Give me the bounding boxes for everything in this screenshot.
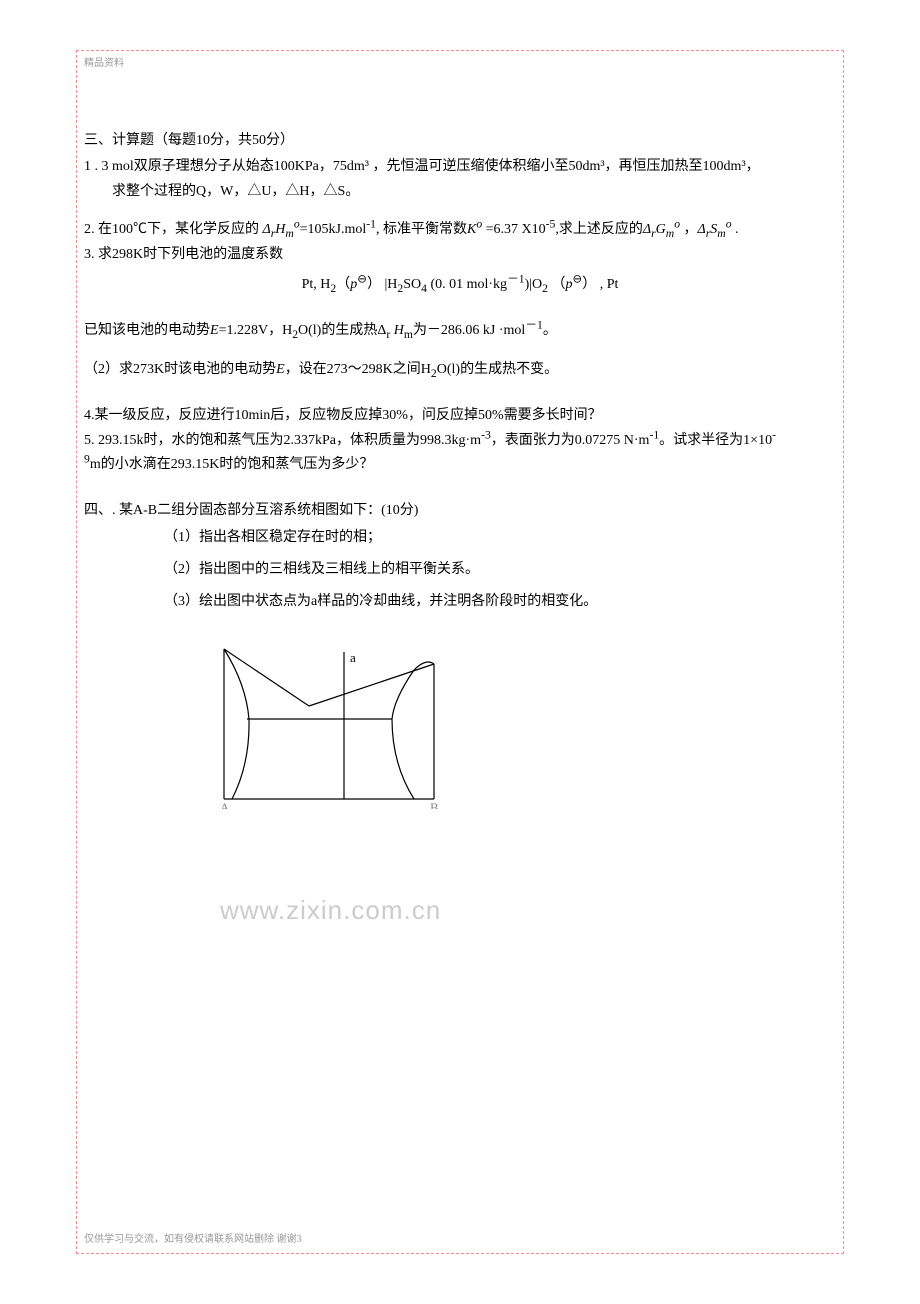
problem-3-known: 已知该电池的电动势E=1.228V，H2O(l)的生成热Δr Hm为－286.0… (84, 320, 836, 342)
header-label: 精品资料 (84, 56, 124, 72)
section4-title: 四、. 某A-B二组分固态部分互溶系统相图如下：(10分) (84, 500, 836, 522)
problem-1-line1: 1 . 3 mol双原子理想分子从始态100KPa，75dm³ ，先恒温可逆压缩… (98, 156, 836, 178)
problem-5-line1: 5. 293.15k时，水的饱和蒸气压为2.337kPa，体积质量为998.3k… (98, 430, 836, 452)
svg-text:A: A (220, 800, 230, 809)
problem-1-line2: 求整个过程的Q，W，△U，△H，△S。 (112, 181, 836, 203)
problem-3-formula: Pt, H2（p⊖） |H2SO4 (0. 01 mol·kg－1)|O2 （p… (84, 274, 836, 296)
main-content: 三、计算题（每题10分，共50分） 1 . 3 mol双原子理想分子从始态100… (84, 130, 836, 817)
section4-item3: （3）绘出图中状态点为a样品的冷却曲线，并注明各阶段时的相变化。 (164, 591, 836, 613)
problem-5-line2: 9m的小水滴在293.15K时的饱和蒸气压为多少？ (84, 454, 836, 476)
problem-3-sub2: （2）求273K时该电池的电动势E，设在273～298K之间H2O(l)的生成热… (84, 359, 836, 381)
svg-text:B: B (430, 800, 439, 809)
phase-diagram-svg: a A B (214, 644, 444, 809)
footer-label: 仅供学习与交流，如有侵权请联系网站删除 谢谢3 (84, 1232, 302, 1248)
section4-item2: （2）指出图中的三相线及三相线上的相平衡关系。 (164, 559, 836, 581)
section4-item1: （1）指出各相区稳定存在时的相； (164, 527, 836, 549)
problem-2: 2. 在100℃下，某化学反应的 ΔrHmo=105kJ.mol-1, 标准平衡… (98, 219, 836, 241)
section3-title: 三、计算题（每题10分，共50分） (84, 130, 836, 152)
watermark: www.zixin.com.cn (220, 890, 441, 932)
phase-diagram: a A B (214, 644, 836, 817)
svg-text:a: a (350, 650, 356, 665)
problem-4: 4.某一级反应，反应进行10min后，反应物反应掉30%，问反应掉50%需要多长… (98, 405, 836, 427)
problem-3-line1: 3. 求298K时下列电池的温度系数 (98, 244, 836, 266)
